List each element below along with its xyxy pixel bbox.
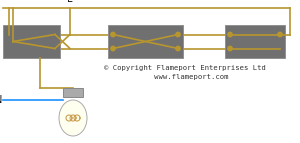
Ellipse shape [59,100,87,136]
FancyBboxPatch shape [225,25,285,58]
FancyBboxPatch shape [108,25,183,58]
Circle shape [228,46,232,51]
FancyBboxPatch shape [63,88,83,97]
Circle shape [176,32,180,37]
Circle shape [176,46,180,51]
Text: © Copyright Flameport Enterprises Ltd
   www.flameport.com: © Copyright Flameport Enterprises Ltd ww… [104,65,266,80]
FancyBboxPatch shape [3,25,60,58]
Circle shape [278,32,282,37]
Circle shape [111,32,115,37]
Circle shape [228,32,232,37]
Circle shape [111,46,115,51]
Text: N: N [0,95,2,105]
Text: L: L [67,0,73,4]
